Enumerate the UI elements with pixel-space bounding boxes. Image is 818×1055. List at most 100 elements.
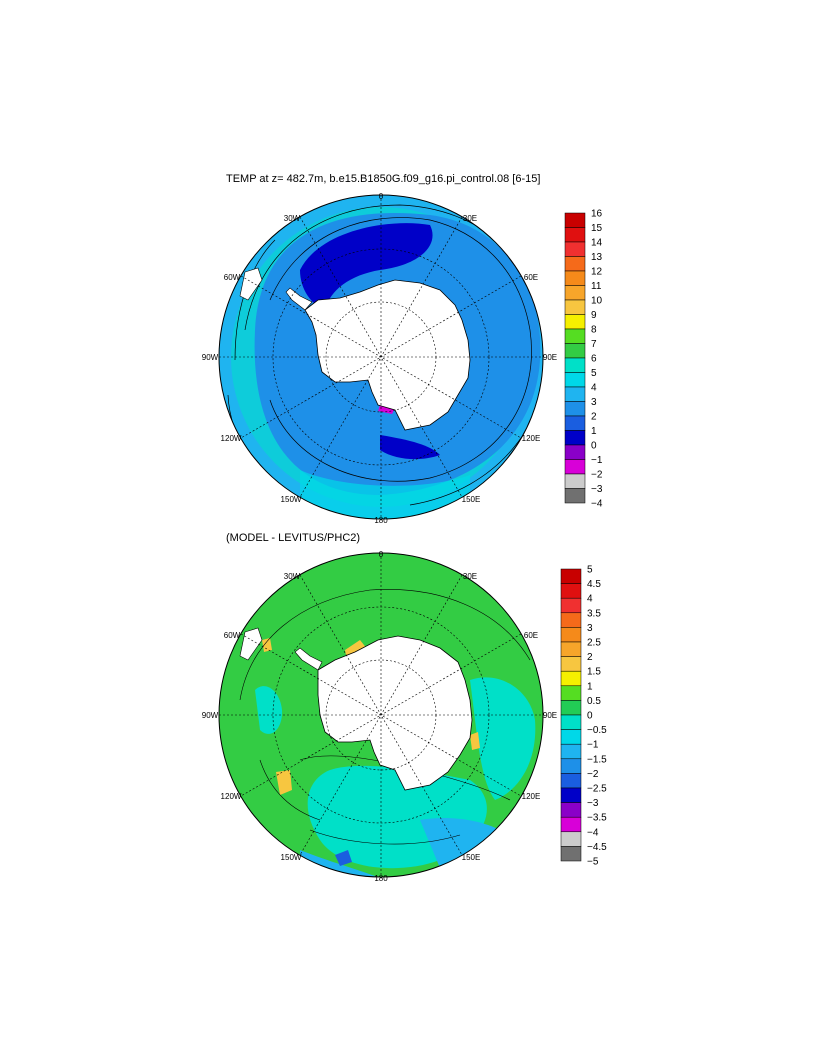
lon-label-60w: 60W [224,273,241,282]
colorbar2-tick-label: 1.5 [587,667,601,678]
colorbar1-tick-label: 5 [591,368,597,379]
panel2-title: (MODEL - LEVITUS/PHC2) [226,532,361,544]
lon-label-30w: 30W [284,572,301,581]
colorbar2-swatch [560,846,582,862]
colorbar1-swatch [564,473,586,489]
colorbar2-swatch [560,700,582,716]
colorbar2-swatch [560,787,582,803]
lon-label-150w: 150W [281,495,302,504]
colorbar1-tick-label: 4 [591,383,597,394]
colorbar2-swatch [560,597,582,614]
colorbar1-tick-label: 3 [591,397,597,408]
polar-map-temperature [218,194,544,520]
colorbar2-swatch [560,568,582,584]
colorbar1-tick-label: −4 [591,499,603,510]
colorbar2-tick-label: 5 [587,565,593,576]
colorbar1-tick-label: 10 [591,296,603,307]
colorbar1-swatch [564,488,586,504]
lon-label-180: 180 [374,516,388,525]
lon-label-30e: 30E [463,572,477,581]
colorbar1-tick-label: 16 [591,209,603,220]
lon-label-90w: 90W [202,711,219,720]
colorbar2-tick-label: −4 [587,827,599,838]
colorbar2-swatch [560,816,582,833]
colorbar1-tick-label: 11 [591,281,602,292]
lon-label-60e: 60E [524,273,538,282]
colorbar2-tick-label: 2 [587,652,593,663]
lon-label-0: 0 [379,192,384,201]
colorbar1-tick-label: 8 [591,325,597,336]
colorbar2-swatch [560,802,582,818]
lon-label-150e: 150E [462,853,481,862]
colorbar2-swatch [560,729,582,745]
panel2-longitude-labels: 0 30E 60E 90E 120E 150E 180 150W 120W 90… [202,550,557,883]
colorbar1-tick-label: 2 [591,412,597,423]
colorbar2-tick-label: 0 [587,711,593,722]
colorbar2-tick-label: 3 [587,623,593,634]
colorbar1-swatch [564,386,586,402]
colorbar2-tick-label: 1 [587,681,593,692]
lon-label-150w: 150W [281,853,302,862]
colorbar2-tick-label: −2 [587,769,599,780]
colorbar2-tick-label: −3 [587,798,599,809]
colorbar2-swatch [560,685,582,701]
colorbar1-tick-label: 12 [591,267,603,278]
antarctica-landmass-2 [317,635,473,791]
lon-label-150e: 150E [462,495,481,504]
lon-label-0: 0 [379,550,384,559]
colorbar2-tick-label: −3.5 [587,813,607,824]
lon-label-30e: 30E [463,214,477,223]
colorbar1-swatch [564,212,586,228]
lon-label-30w: 30W [284,214,301,223]
colorbar1-tick-label: 9 [591,310,597,321]
polar-map-difference [218,552,544,878]
colorbar2-tick-label: −1.5 [587,754,607,765]
colorbar2-tick-label: 3.5 [587,608,601,619]
lon-label-90e: 90E [543,353,557,362]
colorbar1-swatch [564,227,586,243]
colorbar1-swatch [564,241,586,257]
colorbar2-tick-label: 2.5 [587,638,601,649]
panel1-title: TEMP at z= 482.7m, b.e15.B1850G.f09_g16.… [226,173,541,185]
colorbar1-swatch [564,270,586,286]
colorbar1-swatch [564,372,586,388]
colorbar1-swatch [564,314,586,330]
colorbar1-swatch [564,444,586,460]
colorbar2-swatch [560,714,582,730]
colorbar2-swatch [560,627,582,643]
colorbar1-swatch [564,299,586,315]
lon-label-90w: 90W [202,353,219,362]
colorbar2-swatch [560,641,582,657]
lon-label-90e: 90E [543,711,557,720]
colorbar2-swatch [560,831,582,847]
lon-label-180: 180 [374,874,388,883]
colorbar2-swatch [560,583,582,599]
colorbar1-tick-label: 0 [591,441,597,452]
colorbar1-swatch [564,256,586,272]
lon-label-120w: 120W [221,792,242,801]
colorbar2-swatch [560,670,582,687]
colorbar1-swatch [564,357,586,373]
colorbar1-swatch [564,415,586,431]
panel1-longitude-labels: 0 30E 60E 90E 120E 150E 180 150W 120W 90… [202,192,557,525]
colorbar1-tick-label: 13 [591,252,603,263]
colorbar1-swatch [564,459,586,475]
colorbar2-tick-label: 0.5 [587,696,601,707]
colorbar1-swatch [564,328,586,344]
colorbar1-tick-label: −2 [591,470,603,481]
colorbar1-swatch [564,430,586,446]
colorbar2-swatch [560,656,582,672]
colorbar2-tick-label: −4.5 [587,842,607,853]
colorbar-difference: 5 4.5 4 3.5 3 2.5 2 1.5 1 0.5 0 −0.5 −1 −1.5 −2 −2.5 −3 −… [560,565,607,868]
lon-label-120e: 120E [522,792,541,801]
antarctica-landmass [304,279,471,431]
colorbar1-tick-label: 14 [591,238,603,249]
colorbar1-tick-label: 1 [591,426,597,437]
lon-label-120w: 120W [221,434,242,443]
colorbar1-tick-label: 7 [591,339,597,350]
colorbar2-swatch [560,758,582,774]
colorbar1-tick-label: −1 [591,455,603,466]
lon-label-60e: 60E [524,631,538,640]
colorbar1-swatch [564,285,586,301]
